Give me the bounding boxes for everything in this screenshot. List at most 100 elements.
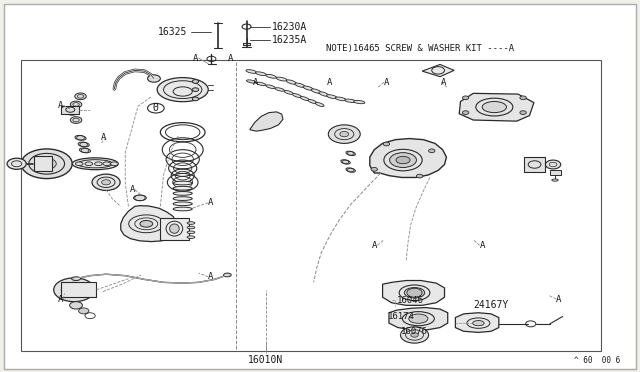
Ellipse shape [335,97,346,101]
Bar [61,282,97,297]
Circle shape [79,308,89,314]
Text: ^ 60  00 6: ^ 60 00 6 [574,356,620,365]
Text: A: A [58,101,63,110]
Circle shape [383,142,390,146]
Ellipse shape [72,158,118,170]
Polygon shape [460,93,534,121]
Text: A: A [556,295,562,304]
Ellipse shape [308,100,317,103]
Circle shape [411,333,419,337]
Circle shape [371,167,378,171]
Ellipse shape [173,192,192,195]
Bar [550,170,561,175]
Ellipse shape [187,231,195,234]
Text: Θ: Θ [153,103,159,113]
FancyBboxPatch shape [21,60,601,351]
Text: 24167Y: 24167Y [473,300,509,310]
Circle shape [37,158,56,169]
Ellipse shape [246,80,256,83]
Ellipse shape [75,135,86,140]
Text: 16076: 16076 [401,327,428,336]
Ellipse shape [404,288,425,298]
Polygon shape [422,64,454,77]
Text: 16325: 16325 [158,27,187,37]
Ellipse shape [255,72,266,76]
Ellipse shape [79,148,90,153]
Text: NOTE)16465 SCREW & WASHER KIT ----A: NOTE)16465 SCREW & WASHER KIT ----A [326,44,515,53]
Ellipse shape [472,321,484,326]
Ellipse shape [173,181,192,185]
Ellipse shape [187,222,195,224]
Text: A: A [253,78,259,87]
Ellipse shape [345,99,356,102]
Circle shape [192,88,198,92]
Text: 16046: 16046 [397,296,424,305]
Ellipse shape [300,97,309,100]
Text: A: A [129,185,135,194]
Ellipse shape [396,156,410,164]
Ellipse shape [311,89,321,93]
Ellipse shape [187,226,195,229]
Ellipse shape [246,70,257,73]
Ellipse shape [157,78,208,102]
Ellipse shape [173,207,192,211]
Text: A: A [208,272,214,281]
Text: A: A [326,78,332,87]
Ellipse shape [256,82,266,86]
Circle shape [429,149,435,153]
Text: A: A [372,241,378,250]
Circle shape [70,101,82,108]
Polygon shape [456,313,499,333]
Bar [524,157,545,172]
Ellipse shape [390,153,417,167]
Ellipse shape [78,142,89,147]
Circle shape [463,111,468,115]
Bar [161,218,189,240]
Polygon shape [370,138,447,177]
Bar [61,106,79,114]
Text: 16174: 16174 [388,312,415,321]
Polygon shape [389,308,448,330]
Ellipse shape [266,85,275,89]
Circle shape [92,174,120,190]
Ellipse shape [276,77,287,81]
Ellipse shape [284,90,293,94]
Ellipse shape [316,102,324,106]
Circle shape [102,180,111,185]
Ellipse shape [482,102,506,113]
Ellipse shape [346,168,355,172]
Circle shape [401,327,429,343]
Text: 16235A: 16235A [271,35,307,45]
Ellipse shape [266,74,276,78]
Circle shape [75,93,86,100]
Circle shape [70,117,82,124]
Circle shape [520,96,526,100]
Text: A: A [208,198,214,207]
Text: A: A [58,295,63,304]
Ellipse shape [140,221,153,227]
Ellipse shape [303,86,313,90]
Polygon shape [383,280,445,305]
Circle shape [328,125,360,143]
Ellipse shape [223,273,231,277]
Text: A: A [227,54,233,62]
Circle shape [67,109,78,115]
Text: A: A [100,133,106,142]
Circle shape [7,158,26,169]
Ellipse shape [173,202,192,206]
Ellipse shape [354,100,365,104]
Text: A: A [193,54,198,62]
Ellipse shape [85,162,93,166]
Ellipse shape [275,88,284,91]
Ellipse shape [103,162,111,166]
Circle shape [417,174,423,178]
Ellipse shape [173,186,192,190]
Circle shape [148,75,161,82]
Circle shape [68,286,81,294]
Circle shape [70,302,83,309]
Text: A: A [479,241,485,250]
Circle shape [54,278,95,302]
Ellipse shape [111,162,118,166]
Circle shape [21,149,72,179]
Text: A: A [384,78,389,87]
